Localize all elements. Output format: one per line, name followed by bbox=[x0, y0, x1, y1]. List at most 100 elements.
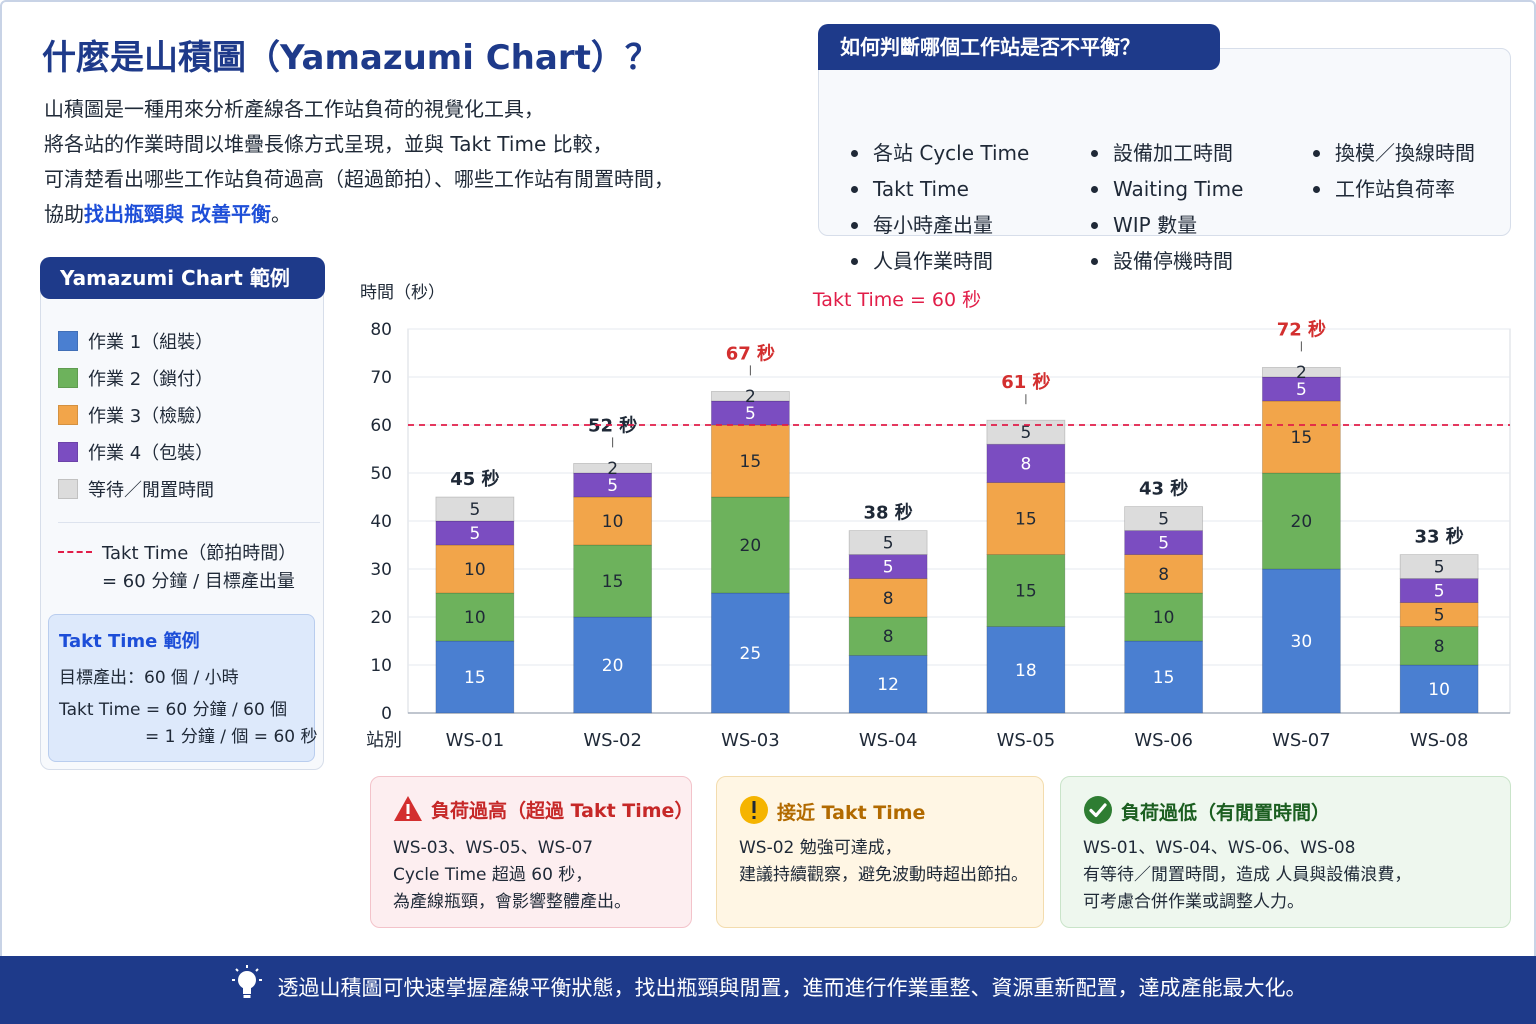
criteria-item: Takt Time bbox=[847, 171, 1029, 207]
criteria-list-2: 設備加工時間 Waiting Time WIP 數量 設備停機時間 bbox=[1087, 135, 1243, 279]
card-line: 可考慮合併作業或調整人力。 bbox=[1083, 892, 1304, 912]
criteria-item: 換模／換線時間 bbox=[1309, 135, 1475, 171]
legend-label: 等待／閒置時間 bbox=[88, 480, 214, 501]
bar-segment bbox=[1124, 592, 1204, 642]
segment-value-label: 15 bbox=[1015, 582, 1037, 602]
segment-value-label: 5 bbox=[1158, 510, 1169, 530]
segment-value-label: 5 bbox=[1020, 423, 1031, 443]
intro-suffix: 。 bbox=[270, 202, 291, 226]
bar-segment bbox=[710, 496, 790, 594]
bar-segment bbox=[986, 443, 1066, 483]
intro-highlight: 找出瓶頸與 改善平衡 bbox=[84, 202, 271, 226]
takt-example-line: 目標產出：60 個 / 小時 bbox=[59, 668, 239, 688]
legend-item: 作業 4（包裝） bbox=[58, 442, 213, 466]
page-title: 什麼是山積圖（Yamazumi Chart）？ bbox=[42, 38, 659, 78]
segment-value-label: 10 bbox=[1428, 680, 1450, 700]
card-line: 有等待／閒置時間，造成 人員與設備浪費， bbox=[1083, 865, 1412, 885]
bar-segment bbox=[1124, 506, 1204, 532]
y-axis-label: 時間（秒） bbox=[360, 283, 445, 303]
bar-total-label: 45 秒 bbox=[450, 468, 499, 490]
card-near-head: 接近 Takt Time bbox=[739, 795, 925, 830]
takt-legend-line1: Takt Time（節拍時間） bbox=[102, 543, 297, 564]
lightbulb-icon bbox=[230, 964, 264, 1024]
criteria-list-3: 換模／換線時間 工作站負荷率 bbox=[1309, 135, 1475, 207]
x-tick-label: WS-01 bbox=[446, 730, 505, 751]
bar-segment bbox=[848, 654, 928, 714]
segment-value-label: 8 bbox=[883, 627, 894, 647]
segment-value-label: 5 bbox=[883, 534, 894, 554]
segment-value-label: 5 bbox=[1296, 380, 1307, 400]
card-underload-body: WS-01、WS-04、WS-06、WS-08 有等待／閒置時間，造成 人員與設… bbox=[1083, 835, 1411, 916]
criteria-item: 設備加工時間 bbox=[1087, 135, 1243, 171]
criteria-item: 人員作業時間 bbox=[847, 243, 1029, 279]
legend-item: 作業 3（檢驗） bbox=[58, 405, 213, 429]
segment-value-label: 12 bbox=[877, 675, 899, 695]
takt-time-label: Takt Time = 60 秒 bbox=[812, 289, 981, 311]
segment-value-label: 2 bbox=[607, 459, 618, 479]
legend-title: Yamazumi Chart 範例 bbox=[40, 257, 325, 299]
bar-segment bbox=[573, 544, 653, 618]
legend-swatch bbox=[58, 331, 78, 351]
y-tick-label: 50 bbox=[370, 464, 392, 484]
segment-value-label: 5 bbox=[883, 558, 894, 578]
legend-label: 作業 2（鎖付） bbox=[88, 369, 214, 390]
bar-segment bbox=[1261, 367, 1341, 378]
bar-segment bbox=[573, 496, 653, 546]
bar-total-label: 52 秒 bbox=[588, 414, 637, 436]
legend-item: 等待／閒置時間 bbox=[58, 479, 214, 503]
segment-value-label: 5 bbox=[1434, 606, 1445, 626]
segment-value-label: 30 bbox=[1291, 632, 1313, 652]
card-line: WS-03、WS-05、WS-07 bbox=[393, 838, 594, 858]
intro-prefix: 協助 bbox=[44, 202, 84, 226]
segment-value-label: 20 bbox=[1291, 512, 1313, 532]
card-near-takt: 接近 Takt Time WS-02 勉強可達成， 建議持續觀察，避免波動時超出… bbox=[716, 776, 1044, 928]
card-near-body: WS-02 勉強可達成， 建議持續觀察，避免波動時超出節拍。 bbox=[739, 835, 1028, 889]
legend-label: 作業 4（包裝） bbox=[88, 443, 214, 464]
bar-total-label: 72 秒 bbox=[1277, 318, 1326, 340]
bar-segment bbox=[573, 616, 653, 714]
criteria-item: WIP 數量 bbox=[1087, 207, 1243, 243]
bar-segment bbox=[435, 520, 515, 546]
bar-segment bbox=[435, 592, 515, 642]
check-circle-icon bbox=[1083, 795, 1113, 830]
legend-swatch bbox=[58, 368, 78, 388]
bar-segment bbox=[1124, 530, 1204, 556]
bar-segment bbox=[573, 472, 653, 498]
segment-value-label: 8 bbox=[1020, 454, 1031, 474]
segment-value-label: 15 bbox=[1015, 510, 1037, 530]
card-overload-body: WS-03、WS-05、WS-07 Cycle Time 超過 60 秒， 為產… bbox=[393, 835, 631, 916]
bar-total-label: 38 秒 bbox=[863, 502, 912, 524]
x-tick-label: WS-08 bbox=[1410, 730, 1469, 751]
segment-value-label: 10 bbox=[464, 560, 486, 580]
segment-value-label: 5 bbox=[1158, 534, 1169, 554]
x-tick-label: WS-04 bbox=[859, 730, 918, 751]
bar-segment bbox=[1261, 472, 1341, 570]
criteria-item: 每小時產出量 bbox=[847, 207, 1029, 243]
segment-value-label: 10 bbox=[1153, 608, 1175, 628]
bar-segment bbox=[710, 391, 790, 402]
criteria-item: Waiting Time bbox=[1087, 171, 1243, 207]
y-tick-label: 10 bbox=[370, 656, 392, 676]
segment-value-label: 18 bbox=[1015, 661, 1037, 681]
x-tick-label: WS-07 bbox=[1272, 730, 1331, 751]
legend-swatch bbox=[58, 479, 78, 499]
intro-line: 可清楚看出哪些工作站負荷過高（超過節拍）、哪些工作站有閒置時間， bbox=[44, 167, 674, 191]
takt-example-box: Takt Time 範例 目標產出：60 個 / 小時 Takt Time = … bbox=[48, 614, 318, 762]
card-underload-title: 負荷過低（有閒置時間） bbox=[1121, 802, 1331, 824]
bar-total-label: 67 秒 bbox=[726, 342, 775, 364]
legend-item: 作業 1（組裝） bbox=[58, 331, 213, 355]
warning-triangle-icon bbox=[393, 795, 423, 828]
bar-segment bbox=[848, 578, 928, 618]
exclamation-circle-icon bbox=[739, 795, 769, 830]
segment-value-label: 8 bbox=[1434, 637, 1445, 657]
bar-segment bbox=[435, 544, 515, 594]
bar-segment bbox=[1399, 664, 1479, 714]
bar-segment bbox=[986, 626, 1066, 714]
legend-swatch bbox=[58, 442, 78, 462]
bar-segment bbox=[1399, 626, 1479, 666]
footer-text: 透過山積圖可快速掌握產線平衡狀態，找出瓶頸與閒置，進而進行作業重整、資源重新配置… bbox=[277, 976, 1307, 1000]
intro-line: 將各站的作業時間以堆疊長條方式呈現，並與 Takt Time 比較， bbox=[44, 132, 613, 156]
legend-label: 作業 3（檢驗） bbox=[88, 406, 214, 427]
segment-value-label: 5 bbox=[1434, 582, 1445, 602]
bar-segment bbox=[986, 482, 1066, 556]
